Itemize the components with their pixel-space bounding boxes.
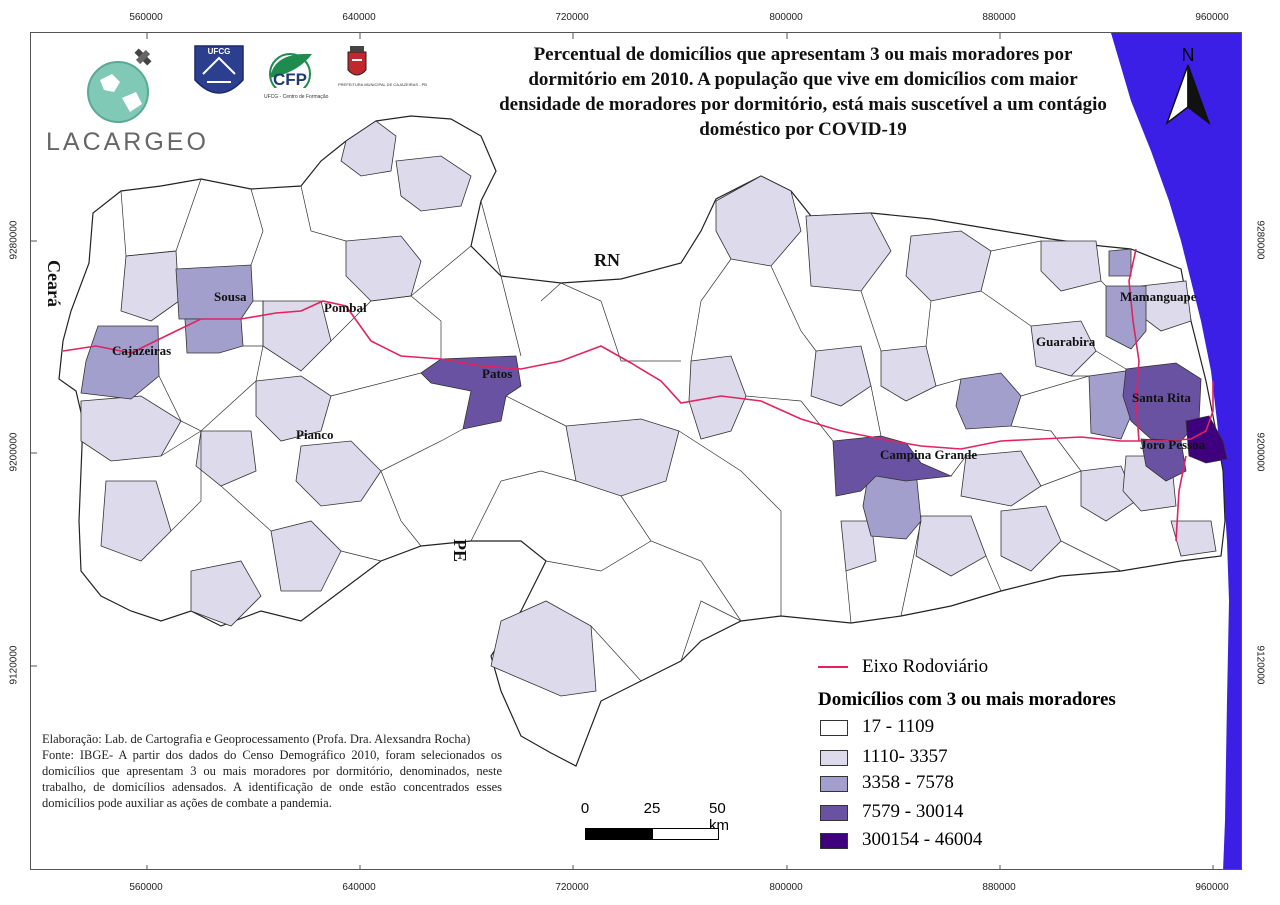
- region-label-pe: PE: [450, 538, 471, 563]
- map-title: Percentual de domicílios que apresentam …: [499, 44, 1107, 140]
- road-axis: [62, 300, 1214, 450]
- scale-label: 0: [580, 800, 590, 817]
- north-arrow-icon: [1165, 64, 1211, 126]
- y-tick-label: 9120000: [1254, 645, 1266, 685]
- region-label-ceara: Ceará: [44, 260, 64, 307]
- cfp-logo: CFP UFCG - Centro de Formação: [264, 48, 328, 100]
- x-tick-label: 800000: [769, 882, 803, 893]
- ufcg-logo-text: UFCG: [207, 47, 231, 56]
- legend-label: 1110- 3357: [862, 746, 948, 767]
- place-label-pombal: Pombal: [324, 300, 367, 315]
- lacargeo-wordmark: LACARGEO: [46, 128, 209, 156]
- municipality-boundaries: [120, 178, 1127, 682]
- place-label-sousa: Sousa: [214, 289, 247, 304]
- x-tick-label: 880000: [982, 882, 1016, 893]
- credits-elaboracao: Elaboração: Lab. de Cartografia e Geopro…: [42, 732, 471, 746]
- place-label-joao-pessoa: Joro Pessoa: [1140, 437, 1206, 452]
- x-tick-label: 960000: [1195, 12, 1229, 23]
- place-label-cajazeiras: Cajazeiras: [112, 343, 172, 358]
- road-line-swatch: [818, 666, 848, 668]
- ufcg-shield-icon: [194, 45, 244, 94]
- legend-swatch: [820, 833, 848, 849]
- scale-bar: 0 25 50 km: [581, 800, 729, 844]
- y-tick-label: 9120000: [8, 645, 20, 685]
- y-tick-label: 9200000: [1254, 432, 1266, 472]
- scale-segment-white: [652, 828, 719, 840]
- legend-title: Domicílios com 3 ou mais moradores: [818, 689, 1116, 710]
- north-label: N: [1181, 45, 1195, 65]
- x-tick-label: 560000: [129, 12, 163, 23]
- municipalities-class-2: [80, 120, 1217, 697]
- municipality-class-5: [1185, 415, 1228, 464]
- x-tick-label: 640000: [342, 12, 376, 23]
- legend-road: Eixo Rodoviário: [818, 656, 988, 678]
- map-frame: N: [30, 32, 1242, 870]
- road-axis-north-branch: [1128, 248, 1140, 442]
- place-label-pianco: Pianco: [296, 427, 334, 442]
- x-tick-label: 720000: [555, 12, 589, 23]
- municipalities-class-3: [80, 248, 1147, 540]
- x-tick-label: 560000: [129, 882, 163, 893]
- map-canvas: [31, 33, 1241, 869]
- cfp-logo-text: CFP: [273, 70, 307, 89]
- x-tick-label: 960000: [1195, 882, 1229, 893]
- x-tick-label: 800000: [769, 12, 803, 23]
- scale-segment-black: [585, 828, 652, 840]
- road-axis-south-branch: [1175, 455, 1187, 542]
- place-label-patos: Patos: [482, 366, 513, 381]
- legend-swatch: [820, 720, 848, 736]
- lacargeo-logo: [82, 46, 162, 126]
- legend-label: 7579 - 30014: [862, 801, 964, 822]
- region-label-rn: RN: [594, 250, 620, 270]
- globe-icon: [87, 48, 152, 123]
- credits-block: Elaboração: Lab. de Cartografia e Geopro…: [42, 731, 502, 811]
- north-arrow: N: [1159, 45, 1217, 129]
- x-tick-label: 720000: [555, 882, 589, 893]
- ufcg-logo: UFCG: [193, 44, 245, 104]
- prefeitura-logo-caption: PREFEITURA MUNICIPAL DE CAJAZEIRAS - PB: [338, 82, 427, 87]
- x-tick-label: 880000: [982, 12, 1016, 23]
- legend-road-label: Eixo Rodoviário: [862, 656, 989, 677]
- x-tick-label: 640000: [342, 882, 376, 893]
- place-label-santa-rita: Santa Rita: [1132, 390, 1191, 405]
- legend-label: 300154 - 46004: [862, 829, 983, 850]
- y-tick-label: 9200000: [8, 432, 20, 472]
- place-label-guarabira: Guarabira: [1036, 334, 1096, 349]
- place-label-campina-grande: Campina Grande: [880, 447, 978, 462]
- legend-label: 17 - 1109: [862, 716, 935, 737]
- legend-label: 3358 - 7578: [862, 772, 954, 793]
- cfp-logo-caption: UFCG - Centro de Formação: [264, 94, 329, 100]
- place-label-mamanguape: Mamanguape: [1120, 289, 1197, 304]
- legend-swatch: [820, 805, 848, 821]
- coat-of-arms-icon: [347, 46, 367, 76]
- municipalities-class-4: [420, 355, 1202, 497]
- ocean: [1111, 33, 1241, 869]
- legend-swatch: [820, 750, 848, 766]
- prefeitura-logo: PREFEITURA MUNICIPAL DE CAJAZEIRAS - PB: [338, 46, 427, 90]
- legend-swatch: [820, 776, 848, 792]
- credits-fonte: Fonte: IBGE- A partir dos dados do Censo…: [42, 748, 502, 810]
- y-tick-label: 9280000: [1254, 220, 1266, 260]
- y-tick-label: 9280000: [8, 220, 20, 260]
- scale-label: 25: [643, 800, 661, 817]
